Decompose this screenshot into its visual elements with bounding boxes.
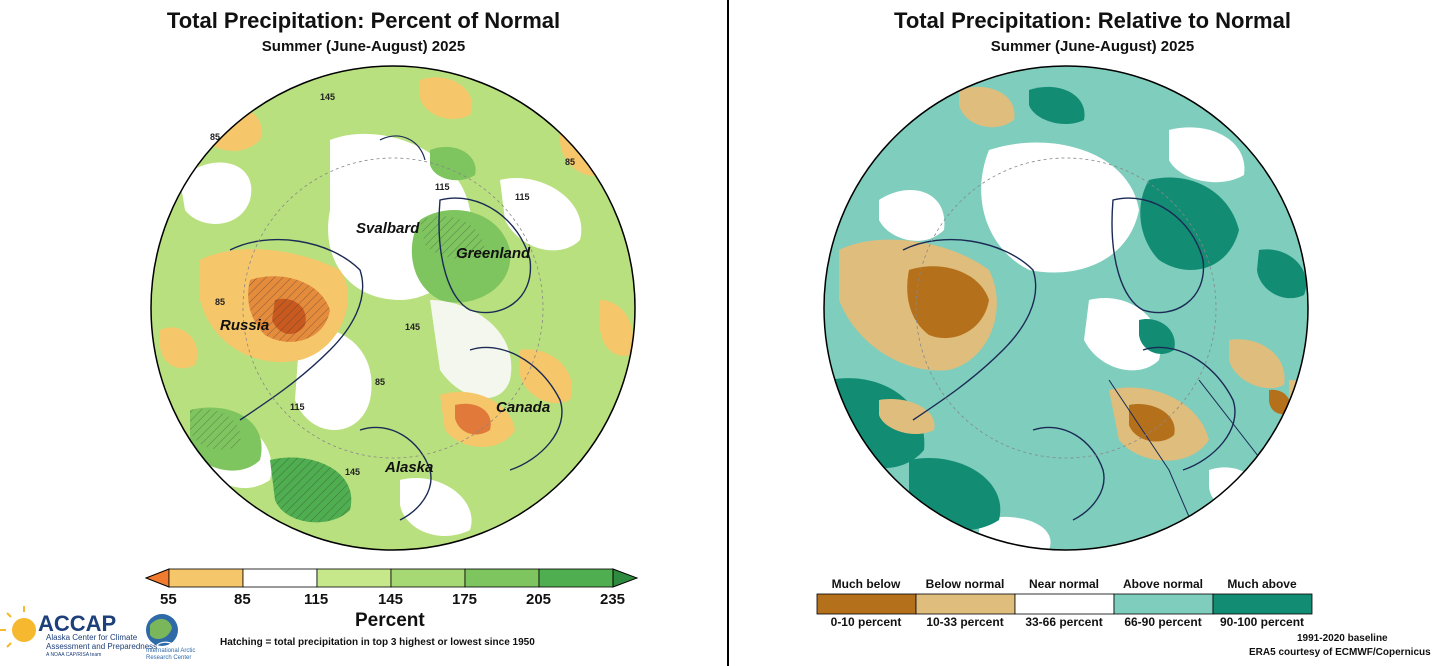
right-map-svg xyxy=(816,65,1313,615)
colorbar-tick: 115 xyxy=(304,591,329,608)
legend-swatch-much-above xyxy=(1212,593,1313,615)
colorbar-tick: 235 xyxy=(600,591,626,608)
colorbar-over-arrow xyxy=(612,568,639,588)
accap-line1: Alaska Center for Climate xyxy=(46,633,138,642)
accap-logo-subtext: Alaska Center for Climate Assessment and… xyxy=(46,633,157,660)
accap-logo xyxy=(0,606,36,648)
legend-bottom-label: 0-10 percent xyxy=(830,615,902,629)
legend-bottom-label: 90-100 percent xyxy=(1219,615,1305,629)
region-label-russia: Russia xyxy=(220,317,269,334)
relative-to-normal-panel: Total Precipitation: Relative to Normal … xyxy=(729,0,1456,666)
colorbar xyxy=(144,568,639,588)
category-legend xyxy=(816,593,1313,615)
legend-bottom-label: 33-66 percent xyxy=(1025,615,1103,629)
panel-divider xyxy=(727,0,729,666)
accap-logo-text: ACCAP xyxy=(38,611,117,636)
credit-note: ERA5 courtesy of ECMWF/Copernicus xyxy=(1249,647,1431,658)
contour-label: 145 xyxy=(320,92,335,102)
legend-top-label: Above normal xyxy=(1122,577,1203,591)
legend-bottom-label: 66-90 percent xyxy=(1124,615,1202,629)
contour-label: 85 xyxy=(210,132,220,142)
legend-top-label: Much below xyxy=(831,577,901,591)
accap-line3: A NOAA CAP/RISA team xyxy=(46,652,102,658)
colorbar-tick: 55 xyxy=(160,591,177,608)
contour-label: 115 xyxy=(515,192,530,202)
colorbar-tick: 175 xyxy=(452,591,478,608)
legend-swatch-near-normal xyxy=(1014,593,1115,615)
colorbar-swatch xyxy=(538,568,614,588)
colorbar-label: Percent xyxy=(355,610,425,631)
legend-swatch-much-below xyxy=(816,593,917,615)
left-map-svg: 85 145 115 85 85 145 115 115 145 85 Russ… xyxy=(0,65,639,648)
colorbar-tick: 205 xyxy=(526,591,552,608)
contour-label: 85 xyxy=(375,377,385,387)
contour-label: 85 xyxy=(565,157,575,167)
colorbar-tick: 85 xyxy=(234,591,251,608)
legend-swatch-below-normal xyxy=(915,593,1016,615)
colorbar-swatch xyxy=(242,568,318,588)
iarc-logo-text: International Arctic Research Center xyxy=(146,648,195,662)
left-title: Total Precipitation: Percent of Normal xyxy=(166,8,561,33)
colorbar-tick: 145 xyxy=(378,591,404,608)
right-map-border xyxy=(823,65,1309,551)
region-label-greenland: Greenland xyxy=(456,245,531,262)
right-subtitle: Summer (June-August) 2025 xyxy=(990,38,1195,55)
contour-label: 145 xyxy=(345,467,360,477)
legend-top-label: Near normal xyxy=(1028,577,1100,591)
colorbar-swatch xyxy=(168,568,244,588)
region-label-alaska: Alaska xyxy=(384,459,433,476)
contour-label: 85 xyxy=(215,297,225,307)
left-subtitle: Summer (June-August) 2025 xyxy=(261,38,466,55)
region-label-svalbard: Svalbard xyxy=(356,220,420,237)
contour-label: 145 xyxy=(405,322,420,332)
iarc-line1: International Arctic xyxy=(146,648,196,654)
hatching-note: Hatching = total precipitation in top 3 … xyxy=(220,637,535,648)
colorbar-swatch xyxy=(464,568,540,588)
left-map-border xyxy=(150,65,636,551)
colorbar-swatch xyxy=(316,568,392,588)
iarc-globe-icon xyxy=(146,614,178,647)
colorbar-under-arrow xyxy=(144,568,170,588)
left-map-fill xyxy=(151,66,635,550)
right-map-fill xyxy=(824,66,1308,550)
legend-top-label: Much above xyxy=(1227,577,1297,591)
iarc-line2: Research Center xyxy=(146,655,192,661)
right-title: Total Precipitation: Relative to Normal xyxy=(894,8,1291,33)
region-label-canada: Canada xyxy=(496,399,550,416)
baseline-note: 1991-2020 baseline xyxy=(1297,633,1388,644)
colorbar-swatch xyxy=(390,568,466,588)
sun-icon xyxy=(12,618,36,642)
accap-line2: Assessment and Preparedness xyxy=(46,642,158,651)
legend-top-label: Below normal xyxy=(925,577,1005,591)
contour-label: 115 xyxy=(435,182,450,192)
legend-swatch-above-normal xyxy=(1113,593,1214,615)
contour-label: 115 xyxy=(290,402,305,412)
legend-bottom-label: 10-33 percent xyxy=(926,615,1004,629)
percent-of-normal-panel: Total Precipitation: Percent of Normal S… xyxy=(0,0,727,666)
